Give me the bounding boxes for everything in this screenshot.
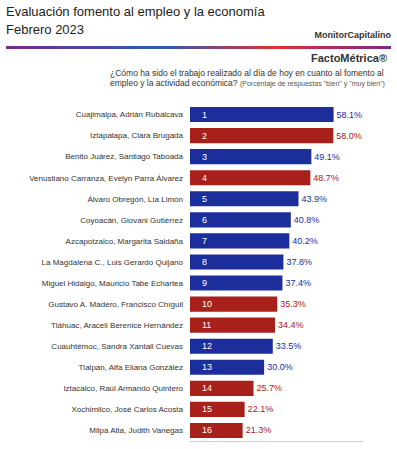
svg-text:13: 13 [202,362,212,372]
html-text:Febrero 2023: Febrero 2023 [6,22,85,37]
svg-text:58.1%: 58.1% [337,110,363,120]
svg-text:4: 4 [202,173,207,183]
html-text:Evaluación fomento al empleo y: Evaluación fomento al empleo y la econom… [6,4,265,19]
svg-text:Coyoacán, Giovani Gutiérrez: Coyoacán, Giovani Gutiérrez [80,216,183,225]
html-text:MonitorCapitalino: MonitorCapitalino [314,30,391,40]
svg-text:15: 15 [202,404,212,414]
svg-text:Xochimilco, José Carlos Acosta: Xochimilco, José Carlos Acosta [71,405,183,414]
svg-text:40.8%: 40.8% [294,215,320,225]
svg-text:Gustavo A. Madero, Francisco C: Gustavo A. Madero, Francisco Chíguil [48,300,183,309]
svg-text:Milpa Alta, Judith Vanegas: Milpa Alta, Judith Vanegas [89,426,183,435]
svg-text:43.9%: 43.9% [302,194,328,204]
svg-text:Tláhuac, Araceli Berenice Hern: Tláhuac, Araceli Berenice Hernández [51,321,183,330]
svg-text:5: 5 [202,194,207,204]
svg-text:49.1%: 49.1% [314,152,340,162]
html-text:FactoMétrica®: FactoMétrica® [311,52,387,64]
svg-text:Iztacalco, Raúl Armando Quinte: Iztacalco, Raúl Armando Quintero [63,384,183,393]
svg-text:48.7%: 48.7% [313,173,339,183]
svg-text:35.3%: 35.3% [280,299,306,309]
svg-text:1: 1 [202,110,207,120]
svg-text:58.0%: 58.0% [336,131,362,141]
svg-text:Tlalpan, Alfa Eliana González: Tlalpan, Alfa Eliana González [78,363,183,372]
svg-text:9: 9 [202,278,207,288]
html-text:¿Cómo ha sido el trabajo reali: ¿Cómo ha sido el trabajo realizado al dí… [110,68,385,88]
svg-text:30.0%: 30.0% [267,362,293,372]
svg-text:34.4%: 34.4% [278,320,304,330]
svg-text:12: 12 [202,341,212,351]
svg-text:33.5%: 33.5% [276,341,302,351]
svg-text:22.1%: 22.1% [248,404,274,414]
svg-text:8: 8 [202,257,207,267]
svg-text:21.3%: 21.3% [246,425,272,435]
svg-text:16: 16 [202,425,212,435]
svg-text:14: 14 [202,383,212,393]
svg-text:Cuauhtémoc, Sandra Xantall Cue: Cuauhtémoc, Sandra Xantall Cuevas [51,342,183,351]
svg-text:40.2%: 40.2% [292,236,318,246]
svg-text:Cuajimalpa, Adrián Rubalcava: Cuajimalpa, Adrián Rubalcava [76,110,184,119]
svg-text:Miguel Hidalgo, Mauricio Tabe: Miguel Hidalgo, Mauricio Tabe Echartea [42,279,184,288]
svg-text:La Magdalena C., Luis Gerardo: La Magdalena C., Luis Gerardo Quijano [42,258,184,267]
svg-text:2: 2 [202,131,207,141]
svg-text:11: 11 [202,320,211,330]
svg-text:Venustiano Carranza, Evelyn Pa: Venustiano Carranza, Evelyn Parra Álvare… [29,174,183,183]
svg-text:7: 7 [202,236,207,246]
svg-text:37.8%: 37.8% [286,257,312,267]
svg-text:Álvaro Obregón, Lía Limón: Álvaro Obregón, Lía Limón [87,195,183,204]
svg-text:10: 10 [202,299,212,309]
svg-text:Benito Juárez, Santiago Taboad: Benito Juárez, Santiago Taboada [65,152,183,161]
svg-text:25.7%: 25.7% [257,383,283,393]
svg-text:37.4%: 37.4% [285,278,311,288]
svg-text:Iztapalapa, Clara Brugada: Iztapalapa, Clara Brugada [90,131,184,140]
svg-text:6: 6 [202,215,207,225]
svg-text:3: 3 [202,152,207,162]
svg-text:Azcapotzalco, Margarita Saldañ: Azcapotzalco, Margarita Saldaña [66,237,184,246]
